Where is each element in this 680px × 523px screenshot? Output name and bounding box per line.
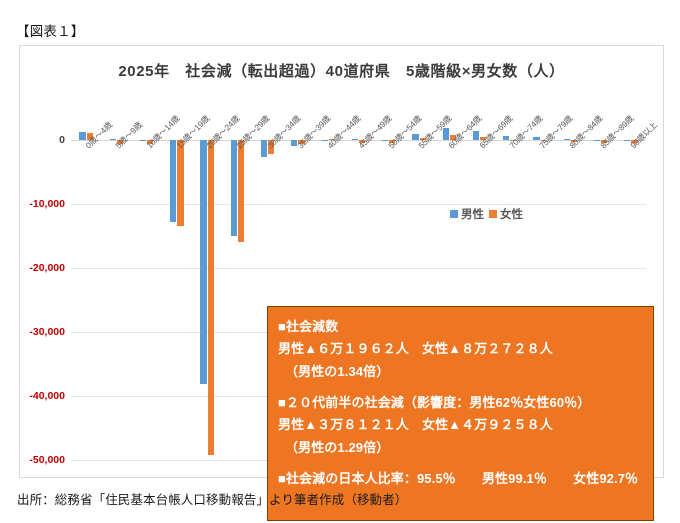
bar-female: [419, 138, 426, 140]
figure-label: 【図表１】: [16, 24, 85, 39]
bar-male: [472, 131, 480, 140]
gridline: [71, 204, 646, 205]
bar-female: [147, 140, 154, 145]
bar-group: [71, 108, 101, 460]
bar-female: [358, 140, 366, 143]
legend-item-male: 男性: [450, 206, 484, 222]
chart-legend: 男性 女性: [450, 206, 523, 222]
bar-group: [283, 108, 313, 460]
bar-group: [585, 108, 615, 460]
bar-group: [374, 108, 404, 460]
bar-female: [298, 140, 305, 145]
bar-male: [200, 140, 207, 384]
bar-male: [109, 139, 116, 141]
bar-male: [139, 140, 147, 141]
bar-group: [222, 108, 252, 460]
y-axis-tick-label: 0: [59, 133, 65, 146]
bar-male: [593, 140, 601, 141]
bar-female: [328, 138, 335, 140]
y-axis-tick-label: -40,000: [29, 389, 65, 402]
legend-swatch-male-icon: [450, 210, 458, 218]
bar-group: [313, 108, 343, 460]
callout-block2-line1: 男性▲３万８１２１人 女性▲４万９２５８人: [278, 417, 553, 433]
bar-female: [86, 132, 93, 140]
legend-label-female: 女性: [500, 209, 523, 221]
bar-group: [525, 108, 555, 460]
chart-title: 2025年 社会減（転出超過）40道府県 5歳階級×男女数（人）: [118, 63, 565, 80]
annotation-callout-box: ■社会減数 男性▲６万１９６２人 女性▲８万２７２８人 （男性の1.34倍） ■…: [267, 306, 654, 521]
bar-group: [404, 108, 434, 460]
bar-group: [555, 108, 585, 460]
bar-group: [464, 108, 494, 460]
bar-male: [503, 135, 510, 140]
bar-female: [237, 140, 245, 243]
bar-male: [412, 134, 419, 140]
y-axis-tick-label: -50,000: [29, 453, 65, 466]
bar-series-layer: [71, 108, 646, 460]
bar-female: [631, 140, 638, 143]
bar-female: [570, 140, 578, 143]
callout-block3-heading: ■社会減の日本人比率：95.5％ 男性99.1％ 女性92.7％: [278, 471, 639, 487]
bar-male: [261, 140, 268, 157]
zero-axis-line: [71, 140, 646, 141]
bar-female: [116, 140, 124, 144]
y-axis-tick-label: -30,000: [29, 325, 65, 338]
callout-block1-heading: ■社会減数: [278, 319, 339, 334]
callout-spacer: [278, 383, 643, 392]
source-note: 出所：総務省「住民基本台帳人口移動報告」より筆者作成（移動者）: [17, 493, 408, 507]
bar-group: [101, 108, 131, 460]
bar-group: [616, 108, 646, 460]
gridline: [71, 268, 646, 269]
callout-block1-line1: 男性▲６万１９６２人 女性▲８万２７２８人: [278, 341, 553, 357]
bar-male: [533, 137, 540, 140]
bar-male: [563, 139, 570, 141]
bar-group: [162, 108, 192, 460]
bar-female: [268, 140, 275, 155]
y-axis-tick-label: -10,000: [29, 197, 65, 210]
callout-spacer-2: [278, 459, 643, 468]
bar-male: [382, 140, 389, 141]
bar-group: [434, 108, 464, 460]
bar-male: [170, 140, 177, 222]
bar-male: [351, 139, 358, 141]
bar-male: [442, 127, 449, 140]
bar-female: [389, 140, 396, 143]
bar-female: [601, 140, 608, 143]
bar-female: [540, 140, 547, 142]
legend-label-male: 男性: [461, 209, 484, 221]
bar-female: [510, 140, 517, 141]
bar-male: [230, 140, 237, 236]
legend-item-female: 女性: [489, 206, 523, 222]
bar-group: [132, 108, 162, 460]
bar-group: [343, 108, 373, 460]
bar-female: [207, 140, 214, 456]
y-axis-tick-label: -20,000: [29, 261, 65, 274]
callout-block2-line2: （男性の1.29倍）: [285, 439, 390, 455]
bar-group: [253, 108, 283, 460]
bar-male: [79, 131, 86, 140]
bar-female: [480, 137, 487, 140]
bar-female: [177, 140, 184, 227]
callout-block2-heading: ■２０代前半の社会減（影響度：男性62％女性60％）: [278, 395, 591, 411]
bar-male: [291, 140, 298, 147]
bar-male: [321, 140, 328, 142]
bar-male: [624, 140, 631, 141]
callout-block1-line2: （男性の1.34倍）: [285, 363, 390, 379]
legend-swatch-female-icon: [489, 210, 497, 218]
bar-female: [449, 134, 456, 140]
chart-container: 2025年 社会減（転出超過）40道府県 5歳階級×男女数（人） 0 -10,00…: [19, 45, 664, 521]
bar-group: [192, 108, 222, 460]
bar-group: [495, 108, 525, 460]
